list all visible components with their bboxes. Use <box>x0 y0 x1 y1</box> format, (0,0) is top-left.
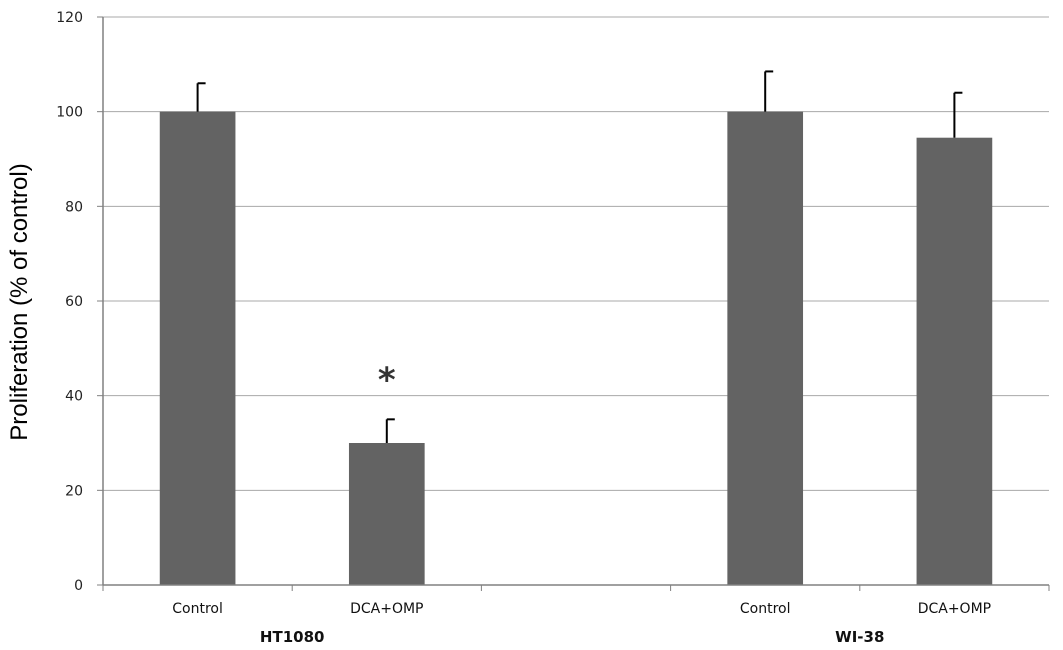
error-bars <box>196 70 963 443</box>
y-tick-label: 20 <box>65 483 83 499</box>
bar <box>159 111 236 586</box>
category-label: Control <box>740 601 791 617</box>
category-label: Control <box>172 601 223 617</box>
annotations: * <box>378 360 396 400</box>
category-label: DCA+OMP <box>918 601 991 617</box>
y-tick-label: 0 <box>74 578 83 594</box>
group-label: HT1080 <box>260 628 325 646</box>
significance-asterisk: * <box>378 360 396 400</box>
gridlines <box>103 16 1049 491</box>
category-label: DCA+OMP <box>350 601 423 617</box>
y-tick-label: 120 <box>56 10 83 26</box>
bars <box>159 111 993 586</box>
bar <box>727 111 804 586</box>
group-label: WI-38 <box>835 628 884 646</box>
bar <box>916 137 993 585</box>
axes <box>102 17 1050 591</box>
x-axis-labels: Control DCA+OMP Control DCA+OMP HT1080 WI-38 <box>172 601 991 646</box>
y-tick-label: 60 <box>65 294 83 310</box>
y-tick-label: 80 <box>65 199 83 215</box>
y-tick-label: 40 <box>65 389 83 405</box>
y-axis-title: Proliferation (% of control) <box>6 163 33 440</box>
y-axis-ticks: 0 20 40 60 80 100 120 <box>56 10 103 594</box>
bar <box>348 443 425 585</box>
y-tick-label: 100 <box>56 105 83 121</box>
